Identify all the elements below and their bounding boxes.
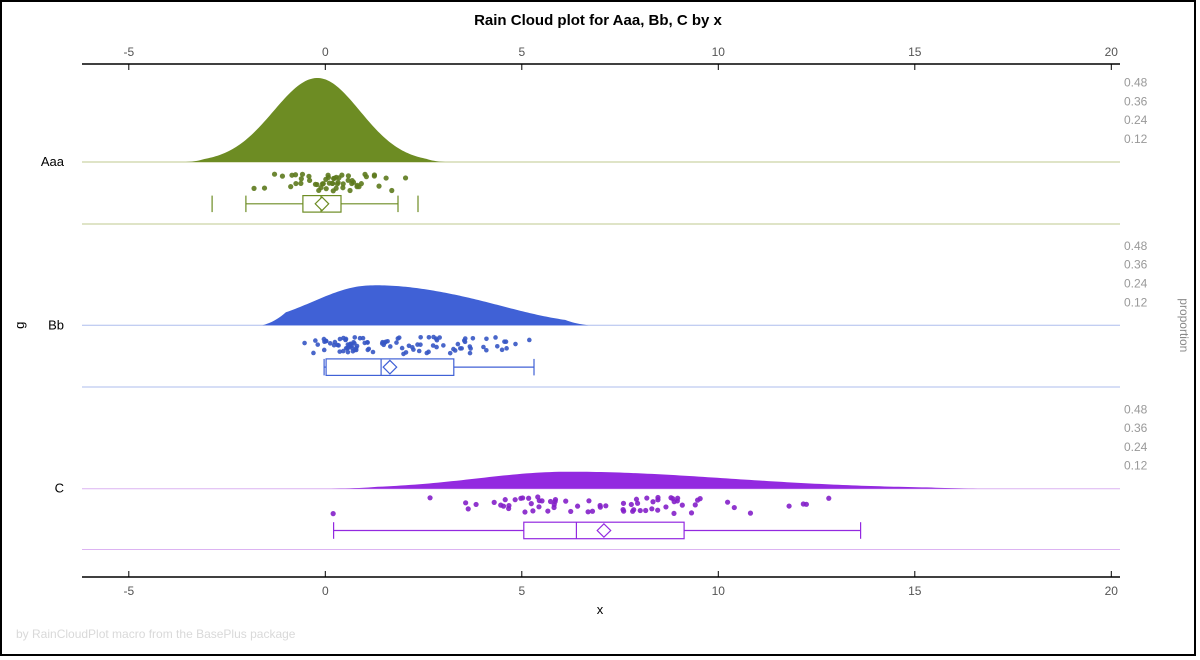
svg-text:20: 20: [1105, 45, 1119, 59]
svg-text:0.24: 0.24: [1124, 277, 1148, 291]
svg-text:15: 15: [908, 584, 922, 598]
svg-text:0: 0: [322, 45, 329, 59]
svg-text:-5: -5: [123, 584, 134, 598]
svg-text:15: 15: [908, 45, 922, 59]
svg-text:by RainCloudPlot macro from th: by RainCloudPlot macro from the BasePlus…: [16, 627, 296, 641]
svg-text:g: g: [12, 322, 27, 329]
svg-text:-5: -5: [123, 45, 134, 59]
svg-text:C: C: [55, 481, 64, 496]
svg-text:0.12: 0.12: [1124, 459, 1148, 473]
svg-text:proportion: proportion: [1177, 298, 1191, 352]
svg-text:5: 5: [518, 45, 525, 59]
svg-text:Aaa: Aaa: [41, 154, 65, 169]
svg-text:0.24: 0.24: [1124, 440, 1148, 454]
svg-text:10: 10: [712, 45, 726, 59]
svg-text:5: 5: [518, 584, 525, 598]
svg-text:20: 20: [1105, 584, 1119, 598]
svg-text:0.48: 0.48: [1124, 402, 1148, 416]
svg-text:0.48: 0.48: [1124, 76, 1148, 90]
svg-text:10: 10: [712, 584, 726, 598]
svg-text:0.12: 0.12: [1124, 132, 1148, 146]
svg-text:x: x: [597, 602, 604, 617]
svg-text:0.36: 0.36: [1124, 94, 1148, 108]
svg-text:0.12: 0.12: [1124, 295, 1148, 309]
svg-text:0.24: 0.24: [1124, 113, 1148, 127]
svg-text:0.36: 0.36: [1124, 258, 1148, 272]
svg-text:0: 0: [322, 584, 329, 598]
svg-text:0.48: 0.48: [1124, 239, 1148, 253]
svg-text:0.36: 0.36: [1124, 421, 1148, 435]
svg-text:Bb: Bb: [48, 317, 64, 332]
